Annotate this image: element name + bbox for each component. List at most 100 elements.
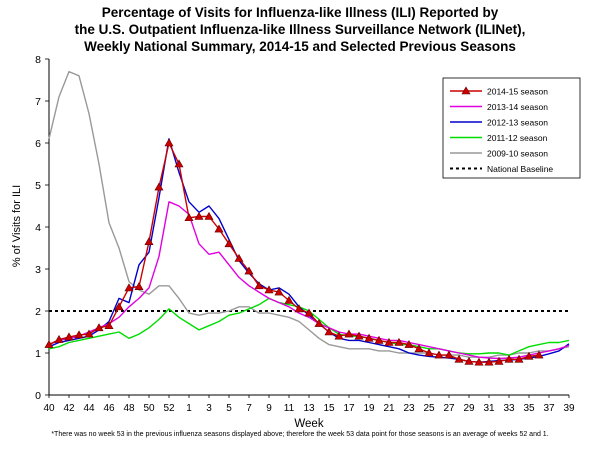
x-tick-label: 25 bbox=[423, 403, 435, 414]
data-point bbox=[364, 333, 374, 342]
data-point bbox=[274, 287, 284, 296]
y-tick-label: 8 bbox=[35, 54, 41, 66]
title-line-2: the U.S. Outpatient Influenza-like Illne… bbox=[74, 22, 526, 37]
x-tick-label: 48 bbox=[123, 403, 135, 414]
x-tick-label: 50 bbox=[143, 403, 155, 414]
data-point bbox=[444, 350, 454, 359]
data-point bbox=[84, 329, 94, 338]
data-point bbox=[504, 354, 514, 363]
legend: 2014-15 season 2013-14 season 2012-13 seas… bbox=[442, 77, 581, 179]
x-tick-labels: 40 42 44 46 48 50 52 1 3 5 7 9 11 13 15 17 19 21 23 25 27 29 3… bbox=[43, 395, 575, 414]
data-point bbox=[524, 351, 534, 360]
data-point bbox=[344, 329, 354, 338]
data-point bbox=[324, 327, 334, 336]
x-tick-label: 23 bbox=[403, 403, 415, 414]
y-tick-label: 5 bbox=[35, 180, 41, 192]
y-tick-labels: 0 1 2 3 4 5 6 7 8 bbox=[35, 54, 41, 402]
legend-label: 2012-13 season bbox=[487, 118, 548, 128]
x-tick-label: 40 bbox=[43, 403, 55, 414]
y-tick-label: 7 bbox=[35, 96, 41, 108]
data-point bbox=[334, 331, 344, 340]
x-tick-label: 21 bbox=[383, 403, 395, 414]
x-tick-label: 29 bbox=[463, 403, 475, 414]
data-point bbox=[304, 308, 314, 317]
data-point bbox=[434, 350, 444, 359]
data-point bbox=[254, 281, 264, 290]
data-point bbox=[354, 331, 364, 340]
data-point bbox=[384, 337, 394, 346]
legend-label: 2013-14 season bbox=[487, 102, 548, 112]
legend-label: 2009-10 season bbox=[487, 149, 548, 159]
data-point bbox=[294, 304, 304, 313]
data-point bbox=[204, 211, 214, 220]
x-tick-label: 44 bbox=[83, 403, 95, 414]
data-point bbox=[244, 266, 254, 275]
data-point bbox=[374, 335, 384, 344]
footnote: *There was no week 53 in the previous in… bbox=[51, 431, 549, 438]
x-tick-label: 19 bbox=[363, 403, 375, 414]
data-point bbox=[154, 182, 164, 191]
x-axis-label: Week bbox=[294, 418, 323, 430]
y-tick-label: 3 bbox=[35, 264, 41, 276]
x-tick-label: 9 bbox=[266, 403, 272, 414]
data-point bbox=[534, 350, 544, 359]
series-markers bbox=[44, 138, 544, 366]
data-point bbox=[64, 332, 74, 341]
data-point bbox=[134, 282, 144, 290]
data-point bbox=[94, 323, 104, 332]
data-point bbox=[104, 321, 114, 329]
data-point bbox=[514, 354, 524, 363]
data-point bbox=[474, 357, 484, 366]
data-point bbox=[464, 356, 474, 365]
data-point bbox=[234, 253, 244, 262]
chart-title: Percentage of Visits for Influenza-like … bbox=[0, 4, 600, 55]
data-point bbox=[484, 357, 494, 366]
x-tick-label: 27 bbox=[443, 403, 455, 414]
data-point bbox=[494, 356, 504, 365]
x-tick-label: 17 bbox=[343, 403, 355, 414]
data-point bbox=[424, 348, 434, 357]
x-tick-label: 42 bbox=[63, 403, 75, 414]
data-point bbox=[114, 302, 124, 311]
x-tick-label: 31 bbox=[483, 403, 495, 414]
title-line-3: Weekly National Summary, 2014-15 and Sel… bbox=[84, 39, 516, 54]
x-tick-label: 11 bbox=[284, 403, 295, 414]
x-tick-label: 37 bbox=[543, 403, 555, 414]
data-point bbox=[44, 339, 54, 348]
y-tick-label: 2 bbox=[35, 306, 41, 318]
legend-box bbox=[442, 77, 581, 179]
data-point bbox=[184, 213, 194, 222]
data-point bbox=[54, 334, 64, 343]
data-point bbox=[404, 339, 414, 348]
x-tick-label: 3 bbox=[206, 403, 212, 414]
data-point bbox=[164, 138, 174, 147]
data-point bbox=[194, 211, 204, 220]
legend-label: National Baseline bbox=[487, 164, 553, 174]
data-point bbox=[124, 283, 134, 292]
data-point bbox=[174, 159, 184, 168]
data-point bbox=[284, 295, 294, 304]
x-tick-label: 39 bbox=[563, 403, 575, 414]
data-point bbox=[454, 354, 464, 363]
y-axis-label: % of Visits for ILI bbox=[11, 185, 23, 267]
data-point bbox=[144, 237, 154, 245]
y-tick-label: 0 bbox=[35, 390, 41, 402]
y-gridlines bbox=[45, 58, 49, 396]
x-tick-label: 35 bbox=[523, 403, 535, 414]
y-tick-label: 1 bbox=[35, 348, 41, 360]
series-line-2011-12-season bbox=[48, 297, 570, 356]
y-tick-label: 4 bbox=[35, 222, 41, 234]
legend-label: 2011-12 season bbox=[487, 133, 548, 143]
x-tick-label: 1 bbox=[186, 403, 192, 414]
x-tick-label: 7 bbox=[246, 403, 252, 414]
x-tick-label: 33 bbox=[503, 403, 515, 414]
x-tick-label: 5 bbox=[226, 403, 232, 414]
x-tick-label: 52 bbox=[163, 403, 175, 414]
legend-label: 2014-15 season bbox=[487, 87, 548, 97]
data-point bbox=[74, 330, 84, 339]
data-point bbox=[214, 224, 224, 233]
title-line-1: Percentage of Visits for Influenza-like … bbox=[101, 5, 499, 20]
series-line-2013-14-season bbox=[48, 201, 570, 360]
y-tick-label: 6 bbox=[35, 138, 41, 150]
